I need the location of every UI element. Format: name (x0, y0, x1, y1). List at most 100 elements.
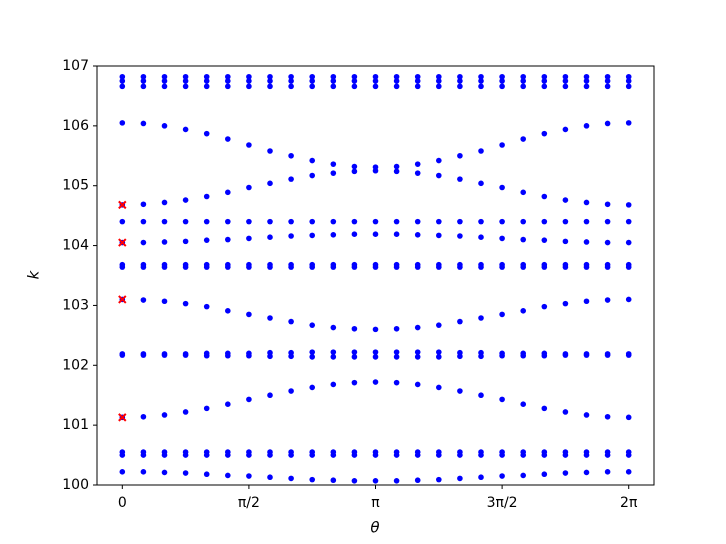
point (520, 73, 527, 80)
point (140, 413, 147, 420)
point (414, 170, 421, 176)
point (309, 232, 316, 239)
point (625, 78, 632, 84)
point (182, 126, 189, 133)
point (583, 452, 590, 458)
point (393, 478, 400, 484)
point (203, 193, 210, 200)
point (372, 231, 379, 237)
cross-marker (118, 295, 127, 304)
point (119, 218, 126, 225)
point (330, 73, 337, 80)
point (161, 73, 168, 80)
point (246, 218, 252, 225)
point (225, 236, 231, 243)
point (436, 476, 442, 483)
point (161, 123, 168, 129)
point (372, 326, 379, 333)
point (562, 218, 569, 225)
point (119, 352, 126, 358)
point (351, 478, 358, 484)
cross-stroke (118, 413, 127, 422)
cross-marker (118, 413, 127, 422)
point (161, 239, 168, 245)
point (457, 152, 463, 159)
point (520, 136, 527, 142)
point (604, 83, 611, 90)
point (520, 308, 527, 314)
point (583, 218, 590, 225)
point (604, 201, 611, 208)
point (182, 78, 189, 84)
point (625, 469, 632, 475)
point (267, 180, 273, 187)
point (161, 218, 168, 225)
point (562, 73, 569, 80)
point (288, 353, 294, 360)
point (267, 452, 273, 458)
point (457, 475, 463, 482)
point (203, 352, 210, 359)
point (288, 452, 294, 458)
point (140, 452, 147, 458)
point (393, 452, 400, 458)
point (119, 83, 126, 90)
point (309, 218, 316, 225)
point (309, 157, 316, 164)
point (372, 349, 379, 355)
point (625, 452, 632, 458)
point (625, 352, 632, 358)
point (309, 172, 316, 179)
point (161, 352, 168, 358)
point (583, 78, 590, 84)
point (499, 73, 505, 80)
point (604, 264, 611, 270)
point (288, 83, 294, 90)
point (499, 396, 505, 403)
point (288, 264, 294, 270)
point (625, 296, 632, 303)
point (499, 218, 505, 225)
point (478, 218, 484, 225)
point (161, 264, 168, 270)
point (225, 136, 231, 142)
point (351, 168, 358, 175)
point (457, 452, 463, 458)
point (393, 349, 400, 355)
point (393, 78, 400, 84)
point (225, 83, 231, 90)
point (457, 73, 463, 80)
point (246, 311, 252, 318)
point (541, 303, 548, 310)
point (225, 189, 231, 196)
point (351, 218, 358, 225)
point (414, 264, 421, 270)
point (309, 83, 316, 90)
point (140, 352, 147, 358)
point (182, 197, 189, 203)
point (583, 298, 590, 305)
point (414, 324, 421, 331)
point (478, 452, 484, 458)
y-tick-label: 105 (62, 178, 89, 194)
point (520, 78, 527, 84)
point (351, 163, 358, 170)
point (562, 264, 569, 270)
point (267, 234, 273, 240)
point (393, 163, 400, 170)
point (330, 349, 337, 355)
point (140, 469, 147, 475)
cross-stroke (118, 295, 127, 304)
point (478, 180, 484, 187)
point (119, 452, 126, 458)
cross-stroke (118, 238, 127, 247)
point (478, 353, 484, 360)
point (562, 409, 569, 415)
point (436, 384, 442, 391)
point (372, 83, 379, 90)
point (414, 218, 421, 225)
point (161, 452, 168, 458)
point (203, 237, 210, 243)
point (541, 73, 548, 80)
